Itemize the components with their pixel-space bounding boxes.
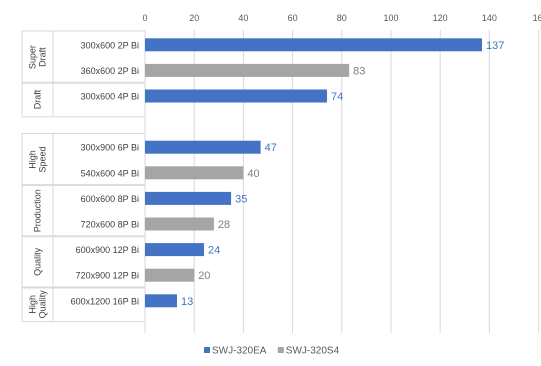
data-label: 83	[353, 65, 365, 77]
legend-label: SWJ-320S4	[286, 346, 340, 357]
data-label: 13	[181, 296, 193, 308]
data-label: 35	[235, 193, 247, 205]
bar	[145, 294, 177, 308]
data-label: 24	[208, 245, 220, 257]
x-tick-label: 0	[142, 13, 147, 23]
bar	[145, 89, 328, 103]
bar	[145, 63, 350, 77]
category-label: 300x900 6P Bi	[81, 143, 139, 153]
group-label: HighSpeed	[28, 146, 48, 172]
category-label: 360x600 2P Bi	[81, 66, 139, 76]
data-label: 137	[486, 40, 504, 52]
bar	[145, 140, 261, 154]
bar	[145, 38, 483, 52]
bar	[145, 243, 205, 257]
group-box	[21, 30, 146, 84]
data-label: 47	[265, 142, 277, 154]
group-label: Draft	[33, 89, 43, 109]
category-label: 600x1200 16P Bi	[71, 296, 139, 306]
group-label: SuperDraft	[28, 45, 48, 69]
x-tick-label: 16	[533, 13, 541, 23]
group-box	[21, 235, 146, 289]
category-label: 720x900 12P Bi	[76, 271, 139, 281]
group-box	[21, 184, 146, 238]
x-tick-label: 140	[482, 13, 497, 23]
category-label: 300x600 4P Bi	[81, 92, 139, 102]
category-label: 300x600 2P Bi	[81, 40, 139, 50]
category-label: 600x900 12P Bi	[76, 245, 139, 255]
group-label: Quality	[33, 247, 43, 276]
bar	[145, 217, 214, 231]
x-tick-label: 40	[238, 13, 248, 23]
bar	[145, 191, 232, 205]
bar	[145, 268, 195, 282]
category-label: 720x600 8P Bi	[81, 220, 139, 230]
data-label: 40	[247, 168, 259, 180]
data-label: 20	[198, 270, 210, 282]
group-label: Production	[33, 189, 43, 232]
x-tick-label: 80	[337, 13, 347, 23]
group-label: HighQuality	[28, 290, 48, 319]
x-tick-label: 20	[189, 13, 199, 23]
data-label: 28	[218, 219, 230, 231]
category-label: 540x600 4P Bi	[81, 168, 139, 178]
category-label: 600x600 8P Bi	[81, 194, 139, 204]
x-tick-label: 120	[433, 13, 448, 23]
legend-swatch	[204, 347, 210, 353]
x-tick-label: 100	[383, 13, 398, 23]
legend-label: SWJ-320EA	[212, 346, 267, 357]
data-label: 74	[331, 91, 343, 103]
x-tick-label: 60	[288, 13, 298, 23]
bar	[145, 166, 244, 180]
group-box	[21, 132, 146, 187]
legend-swatch	[277, 347, 284, 353]
